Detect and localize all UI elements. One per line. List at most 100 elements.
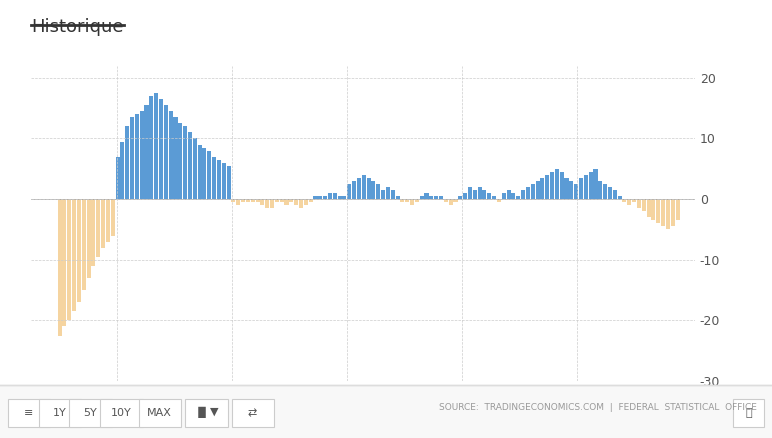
Bar: [506, 190, 510, 199]
Bar: [429, 196, 433, 199]
Bar: [91, 199, 96, 266]
Bar: [666, 199, 670, 230]
Bar: [193, 138, 197, 199]
Bar: [198, 145, 201, 199]
Bar: [594, 169, 598, 199]
Text: 1Y: 1Y: [52, 408, 66, 418]
Bar: [352, 181, 356, 199]
Bar: [472, 190, 477, 199]
Bar: [588, 172, 593, 199]
Bar: [545, 175, 549, 199]
Text: ≡: ≡: [24, 408, 33, 418]
Bar: [232, 199, 235, 202]
Bar: [584, 175, 587, 199]
Bar: [420, 196, 424, 199]
Bar: [58, 199, 62, 336]
Bar: [174, 117, 178, 199]
Bar: [217, 160, 221, 199]
Bar: [212, 157, 216, 199]
Bar: [656, 199, 660, 223]
Bar: [381, 190, 385, 199]
Bar: [516, 196, 520, 199]
FancyBboxPatch shape: [185, 399, 228, 427]
Bar: [536, 181, 540, 199]
Bar: [449, 199, 452, 205]
Text: ▐▌▼: ▐▌▼: [193, 407, 219, 418]
Bar: [110, 199, 115, 236]
Text: 🖼: 🖼: [746, 408, 752, 418]
Bar: [530, 184, 535, 199]
Bar: [154, 93, 158, 199]
Bar: [511, 193, 516, 199]
Bar: [415, 199, 419, 202]
Bar: [497, 199, 501, 202]
Bar: [362, 175, 366, 199]
Bar: [149, 96, 154, 199]
Bar: [245, 199, 250, 202]
Bar: [391, 190, 394, 199]
Bar: [164, 105, 168, 199]
Bar: [453, 199, 458, 202]
FancyBboxPatch shape: [69, 399, 112, 427]
Bar: [405, 199, 409, 202]
Bar: [67, 199, 71, 321]
Bar: [309, 199, 313, 202]
Bar: [226, 166, 231, 199]
Bar: [642, 199, 646, 211]
Bar: [222, 163, 225, 199]
Bar: [159, 99, 163, 199]
Bar: [598, 181, 602, 199]
Bar: [96, 199, 100, 257]
Bar: [526, 187, 530, 199]
Bar: [603, 184, 607, 199]
Bar: [86, 199, 90, 278]
Bar: [328, 193, 332, 199]
Bar: [207, 151, 212, 199]
Bar: [444, 199, 448, 202]
Bar: [569, 181, 574, 199]
FancyBboxPatch shape: [232, 399, 274, 427]
Bar: [478, 187, 482, 199]
Bar: [410, 199, 414, 205]
Bar: [202, 148, 206, 199]
Bar: [178, 124, 182, 199]
Bar: [579, 178, 583, 199]
Bar: [347, 184, 351, 199]
Bar: [627, 199, 631, 205]
Bar: [555, 169, 559, 199]
Bar: [371, 181, 375, 199]
Text: Historique: Historique: [31, 18, 124, 35]
Bar: [482, 190, 486, 199]
Bar: [618, 196, 621, 199]
Bar: [401, 199, 405, 202]
Bar: [256, 199, 259, 202]
Bar: [608, 187, 612, 199]
Text: ⇄: ⇄: [248, 408, 257, 418]
Bar: [521, 190, 525, 199]
Text: 10Y: 10Y: [111, 408, 131, 418]
Bar: [434, 196, 438, 199]
Bar: [168, 111, 173, 199]
Bar: [116, 157, 120, 199]
Bar: [540, 178, 544, 199]
Bar: [676, 199, 679, 220]
Bar: [294, 199, 298, 205]
Bar: [279, 199, 284, 202]
Bar: [265, 199, 269, 208]
Bar: [101, 199, 105, 247]
Bar: [468, 187, 472, 199]
Bar: [652, 199, 655, 220]
Bar: [183, 126, 187, 199]
FancyBboxPatch shape: [100, 399, 143, 427]
Bar: [106, 199, 110, 242]
Bar: [130, 117, 134, 199]
Bar: [144, 105, 148, 199]
Bar: [386, 187, 390, 199]
Bar: [188, 132, 192, 199]
Bar: [357, 178, 361, 199]
Bar: [492, 196, 496, 199]
Bar: [77, 199, 81, 302]
Bar: [275, 199, 279, 202]
Bar: [140, 111, 144, 199]
FancyBboxPatch shape: [8, 399, 50, 427]
